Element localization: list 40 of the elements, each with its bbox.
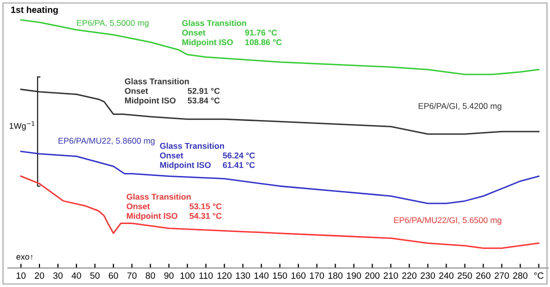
x-tick-label: 230 — [420, 272, 435, 279]
x-tick-label: 30 — [53, 272, 63, 279]
x-tick-label: 60 — [108, 272, 118, 279]
annotation: Glass Transition Onset 52.91 °C Midpoint ISO 53.84 °C — [124, 78, 220, 106]
chart-title: 1st heating — [11, 6, 58, 15]
x-tick-label: 20 — [34, 272, 44, 279]
x-tick-label: °C — [534, 272, 544, 279]
x-tick-label: 150 — [273, 272, 288, 279]
x-tick-label: 140 — [254, 272, 269, 279]
series-label: EP6/PA/MU22/GI, 5.6500 mg — [394, 216, 502, 225]
x-tick-label: 160 — [292, 272, 306, 279]
x-tick-label: 250 — [458, 272, 472, 279]
x-tick-label: 100 — [180, 272, 195, 279]
series-label: EP6/PA/MU22, 5.8600 mg — [58, 138, 155, 146]
x-tick-label: 90 — [164, 272, 174, 279]
annotation: Glass Transition Onset 56.24 °C Midpoint ISO 61.41 °C — [160, 142, 255, 170]
x-tick-label: 270 — [494, 272, 509, 279]
x-tick-label: 280 — [513, 272, 528, 279]
annotation: Glass Transition Onset 91.76 °C Midpoint ISO 108.86 °C — [182, 20, 282, 47]
x-tick-label: 10 — [16, 272, 26, 279]
x-tick-label: 110 — [199, 272, 213, 279]
annotation: 1Wg$^{−1}$ — [10, 121, 34, 131]
x-tick-label: 170 — [310, 272, 324, 279]
x-tick-label: 210 — [384, 272, 398, 279]
text: EP6/PA/GI, 5.4200 mg — [418, 102, 502, 111]
x-tick-label: 260 — [476, 272, 490, 279]
x-tick-label: 220 — [402, 272, 416, 279]
x-tick-label: 40 — [72, 272, 82, 279]
x-tick-label: 80 — [146, 272, 156, 279]
x-tick-label: 70 — [127, 272, 137, 279]
annotation: exo↑ — [16, 254, 33, 260]
x-tick-label: 240 — [439, 272, 454, 279]
series-label: EP6/PA, 5.5000 mg — [77, 20, 148, 28]
annotation: Glass Transition Onset 53.15 °C Midpoint ISO 54.31 °C — [126, 194, 222, 220]
x-tick-label: 180 — [328, 272, 343, 279]
x-tick-label: 130 — [236, 272, 250, 279]
x-tick-label: 200 — [365, 272, 380, 279]
x-tick-label: 190 — [346, 272, 361, 279]
x-tick-label: 50 — [90, 272, 100, 279]
x-tick-label: 120 — [218, 272, 232, 279]
